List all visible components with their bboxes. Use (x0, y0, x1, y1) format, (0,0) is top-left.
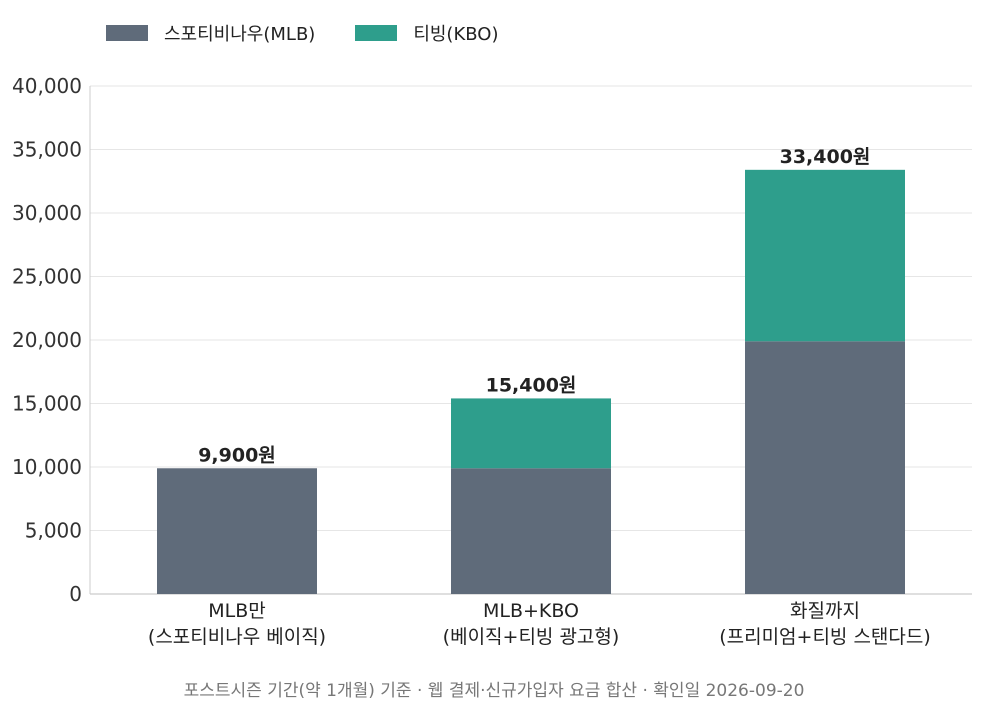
total-value-label: 15,400원 (486, 374, 577, 396)
legend-item-spotv: 스포티비나우(MLB) (106, 20, 315, 46)
x-tick-label: 화질까지 (790, 600, 860, 622)
bar-segment-tving (451, 398, 611, 469)
bar-segment-tving (745, 169, 905, 342)
legend: 스포티비나우(MLB) 티빙(KBO) (106, 20, 498, 46)
x-tick-label: MLB만 (208, 600, 266, 622)
bar-segment-spotv (451, 468, 611, 594)
total-value-label: 33,400원 (780, 146, 871, 168)
y-tick-label: 35,000 (12, 138, 82, 162)
y-tick-label: 30,000 (12, 201, 82, 225)
y-tick-label: 25,000 (12, 265, 82, 289)
bar-segment-spotv (157, 468, 317, 594)
x-tick-label: (스포티비나우 베이직) (148, 626, 326, 648)
y-tick-label: 40,000 (12, 74, 82, 98)
y-tick-label: 20,000 (12, 328, 82, 352)
y-tick-label: 5,000 (25, 519, 82, 543)
legend-swatch-spotv (106, 25, 148, 41)
x-tick-label: (베이직+티빙 광고형) (443, 626, 620, 648)
legend-label-spotv: 스포티비나우(MLB) (164, 24, 316, 45)
x-tick-label: MLB+KBO (483, 600, 579, 622)
y-tick-label: 10,000 (12, 455, 82, 479)
legend-item-tving: 티빙(KBO) (355, 20, 498, 46)
legend-swatch-tving (355, 25, 398, 41)
total-value-label: 9,900원 (198, 444, 276, 466)
x-tick-label: (프리미엄+티빙 스탠다드) (719, 626, 931, 648)
legend-label-tving: 티빙(KBO) (413, 24, 499, 45)
y-tick-label: 0 (69, 582, 82, 606)
y-tick-label: 15,000 (12, 392, 82, 416)
bar-segment-spotv (745, 341, 905, 594)
footnote: 포스트시즌 기간(약 1개월) 기준 · 웹 결제·신규가입자 요금 합산 · … (183, 681, 805, 701)
